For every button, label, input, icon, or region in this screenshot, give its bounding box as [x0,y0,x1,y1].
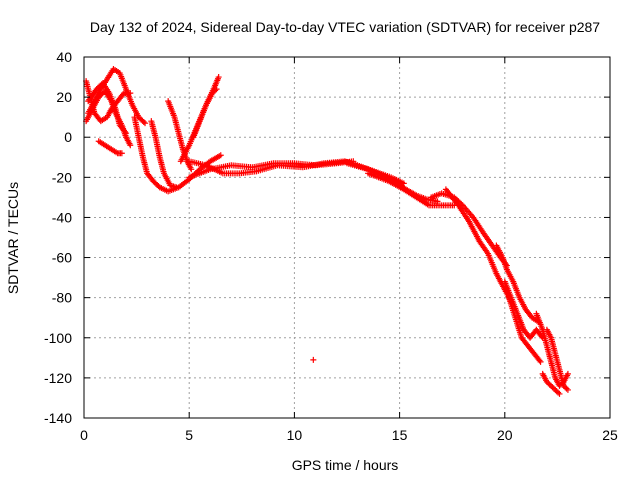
data-point [564,386,571,393]
data-point [173,184,180,191]
data-point [217,152,224,159]
data-point [556,390,563,397]
x-tick-label: 0 [80,427,88,443]
y-tick-label: -80 [52,290,72,306]
y-tick-label: -140 [44,410,72,426]
x-axis-label: GPS time / hours [292,457,399,473]
y-axis-label: SDTVAR / TECUs [5,182,21,294]
data-points [83,66,571,397]
data-point [118,150,125,157]
data-point [434,198,441,205]
data-point [310,356,317,363]
y-tick-label: -60 [52,250,72,266]
y-tick-label: 0 [64,129,72,145]
y-tick-label: -120 [44,370,72,386]
y-tick-label: -20 [52,169,72,185]
x-tick-label: 20 [497,427,513,443]
data-point [122,128,129,135]
y-tick-label: 40 [56,49,72,65]
y-tick-label: -40 [52,209,72,225]
x-tick-label: 10 [287,427,303,443]
x-tick-label: 15 [392,427,408,443]
data-point [536,357,543,364]
grid-lines [84,57,610,418]
data-point [123,130,130,137]
y-tick-label: 20 [56,89,72,105]
data-point [537,358,544,365]
axis-ticks: 0 5 10 15 20 25 -140 -120 -100 -80 -60 -40 -20 0 20 40 [44,49,618,443]
data-point [213,86,220,93]
data-point [127,142,134,149]
data-point [142,120,149,127]
data-point [119,91,126,98]
x-tick-label: 5 [185,427,193,443]
data-point [188,166,195,173]
data-point [140,118,147,125]
x-tick-label: 25 [602,427,618,443]
plot-frame [83,56,611,419]
data-point [215,74,222,81]
y-tick-label: -100 [44,330,72,346]
chart-title: Day 132 of 2024, Sidereal Day-to-day VTE… [90,19,600,35]
data-point [564,370,571,377]
